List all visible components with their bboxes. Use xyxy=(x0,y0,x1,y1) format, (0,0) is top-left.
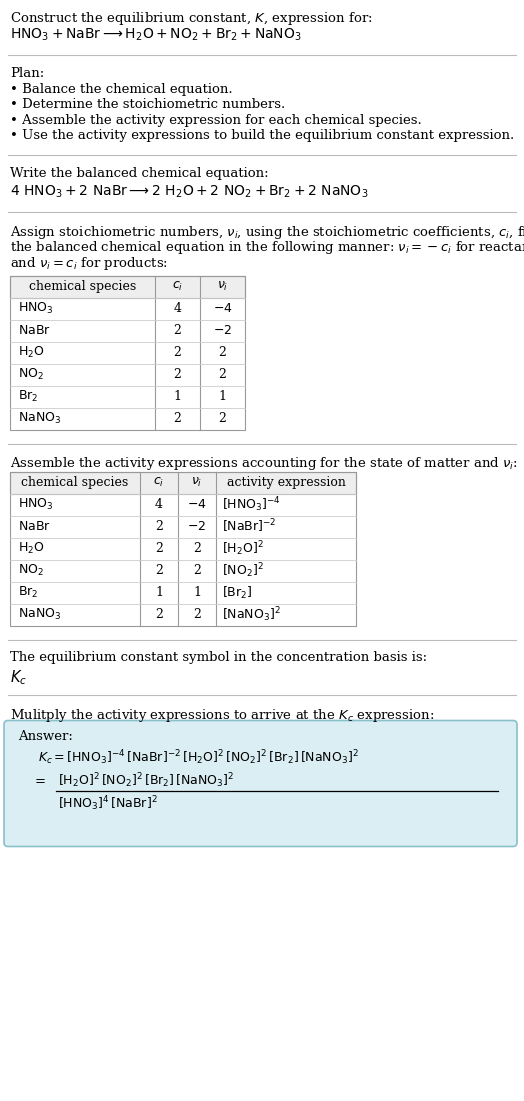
Text: $[\mathrm{NaBr}]^{-2}$: $[\mathrm{NaBr}]^{-2}$ xyxy=(222,517,277,535)
Text: $\mathrm{NaBr}$: $\mathrm{NaBr}$ xyxy=(18,520,51,533)
Text: $-2$: $-2$ xyxy=(213,324,232,337)
Bar xyxy=(10,471,356,625)
Text: $-2$: $-2$ xyxy=(188,520,206,533)
Text: the balanced chemical equation in the following manner: $\nu_i = -c_i$ for react: the balanced chemical equation in the fo… xyxy=(10,240,524,257)
Text: $\mathrm{HNO_3 + NaBr \longrightarrow H_2O + NO_2 + Br_2 + NaNO_3}$: $\mathrm{HNO_3 + NaBr \longrightarrow H_… xyxy=(10,28,302,43)
Text: Plan:: Plan: xyxy=(10,67,44,80)
Text: 4: 4 xyxy=(173,302,181,315)
Text: The equilibrium constant symbol in the concentration basis is:: The equilibrium constant symbol in the c… xyxy=(10,652,427,665)
Text: $c_i$: $c_i$ xyxy=(172,280,183,293)
Text: 2: 2 xyxy=(173,324,181,337)
Text: $[\mathrm{H_2O}]^{2}$: $[\mathrm{H_2O}]^{2}$ xyxy=(222,539,264,558)
Text: $-4$: $-4$ xyxy=(187,498,207,511)
Text: • Use the activity expressions to build the equilibrium constant expression.: • Use the activity expressions to build … xyxy=(10,130,514,142)
Text: activity expression: activity expression xyxy=(226,476,345,489)
Text: 1: 1 xyxy=(219,390,226,403)
Text: $\nu_i$: $\nu_i$ xyxy=(217,280,228,293)
Text: $\mathrm{H_2O}$: $\mathrm{H_2O}$ xyxy=(18,345,45,360)
Text: chemical species: chemical species xyxy=(29,280,136,293)
Text: $=$: $=$ xyxy=(32,773,46,786)
Text: $[\mathrm{H_2O}]^{2}\,[\mathrm{NO_2}]^{2}\,[\mathrm{Br_2}]\,[\mathrm{NaNO_3}]^{2: $[\mathrm{H_2O}]^{2}\,[\mathrm{NO_2}]^{2… xyxy=(58,772,234,791)
Text: $\mathrm{H_2O}$: $\mathrm{H_2O}$ xyxy=(18,541,45,556)
Text: Answer:: Answer: xyxy=(18,730,73,743)
Text: 1: 1 xyxy=(173,390,181,403)
Bar xyxy=(10,471,356,493)
Text: 1: 1 xyxy=(193,586,201,599)
Text: $[\mathrm{NO_2}]^{2}$: $[\mathrm{NO_2}]^{2}$ xyxy=(222,562,264,580)
Text: • Determine the stoichiometric numbers.: • Determine the stoichiometric numbers. xyxy=(10,98,285,111)
Text: $-4$: $-4$ xyxy=(213,302,232,315)
Text: 2: 2 xyxy=(155,608,163,621)
Text: 2: 2 xyxy=(155,542,163,555)
Text: 2: 2 xyxy=(155,520,163,533)
Text: $\mathrm{HNO_3}$: $\mathrm{HNO_3}$ xyxy=(18,301,53,316)
Text: • Balance the chemical equation.: • Balance the chemical equation. xyxy=(10,83,233,96)
Text: $K_c$: $K_c$ xyxy=(10,668,27,687)
Bar xyxy=(10,275,245,297)
Text: 4: 4 xyxy=(155,498,163,511)
Text: Write the balanced chemical equation:: Write the balanced chemical equation: xyxy=(10,167,269,179)
Bar xyxy=(10,471,356,493)
Text: $\mathrm{NaBr}$: $\mathrm{NaBr}$ xyxy=(18,324,51,337)
Text: $c_i$: $c_i$ xyxy=(154,476,165,489)
Text: $\mathrm{NaNO_3}$: $\mathrm{NaNO_3}$ xyxy=(18,607,61,622)
Text: $\nu_i$: $\nu_i$ xyxy=(191,476,203,489)
Text: $[\mathrm{HNO_3}]^{-4}$: $[\mathrm{HNO_3}]^{-4}$ xyxy=(222,495,281,514)
Text: 2: 2 xyxy=(173,346,181,359)
Text: Assemble the activity expressions accounting for the state of matter and $\nu_i$: Assemble the activity expressions accoun… xyxy=(10,456,518,472)
Text: 1: 1 xyxy=(155,586,163,599)
Text: 2: 2 xyxy=(173,368,181,381)
Text: and $\nu_i = c_i$ for products:: and $\nu_i = c_i$ for products: xyxy=(10,255,168,272)
Text: $[\mathrm{NaNO_3}]^{2}$: $[\mathrm{NaNO_3}]^{2}$ xyxy=(222,606,281,624)
Text: $\mathrm{NO_2}$: $\mathrm{NO_2}$ xyxy=(18,367,44,382)
Text: 2: 2 xyxy=(219,412,226,425)
Text: Assign stoichiometric numbers, $\nu_i$, using the stoichiometric coefficients, $: Assign stoichiometric numbers, $\nu_i$, … xyxy=(10,224,524,241)
Text: $K_c = [\mathrm{HNO_3}]^{-4}\,[\mathrm{NaBr}]^{-2}\,[\mathrm{H_2O}]^{2}\,[\mathr: $K_c = [\mathrm{HNO_3}]^{-4}\,[\mathrm{N… xyxy=(38,749,359,767)
Text: $\mathrm{Br_2}$: $\mathrm{Br_2}$ xyxy=(18,585,38,600)
Text: $\mathrm{NaNO_3}$: $\mathrm{NaNO_3}$ xyxy=(18,411,61,426)
Text: $\mathrm{Br_2}$: $\mathrm{Br_2}$ xyxy=(18,389,38,404)
Text: $\mathrm{HNO_3}$: $\mathrm{HNO_3}$ xyxy=(18,497,53,512)
Text: 2: 2 xyxy=(173,412,181,425)
Text: $[\mathrm{HNO_3}]^{4}\,[\mathrm{NaBr}]^{2}$: $[\mathrm{HNO_3}]^{4}\,[\mathrm{NaBr}]^{… xyxy=(58,795,158,814)
Text: 2: 2 xyxy=(193,564,201,577)
Text: $[\mathrm{Br_2}]$: $[\mathrm{Br_2}]$ xyxy=(222,585,253,600)
Text: Construct the equilibrium constant, $K$, expression for:: Construct the equilibrium constant, $K$,… xyxy=(10,10,373,28)
Text: $\mathrm{4\ HNO_3 + 2\ NaBr \longrightarrow 2\ H_2O + 2\ NO_2 + Br_2 + 2\ NaNO_3: $\mathrm{4\ HNO_3 + 2\ NaBr \longrightar… xyxy=(10,184,368,200)
Text: chemical species: chemical species xyxy=(21,476,128,489)
Text: Mulitply the activity expressions to arrive at the $K_c$ expression:: Mulitply the activity expressions to arr… xyxy=(10,707,434,723)
FancyBboxPatch shape xyxy=(4,720,517,847)
Text: • Assemble the activity expression for each chemical species.: • Assemble the activity expression for e… xyxy=(10,115,422,127)
Text: 2: 2 xyxy=(219,346,226,359)
Text: $\mathrm{NO_2}$: $\mathrm{NO_2}$ xyxy=(18,563,44,578)
Text: 2: 2 xyxy=(219,368,226,381)
Text: 2: 2 xyxy=(193,608,201,621)
Bar xyxy=(10,275,245,297)
Text: 2: 2 xyxy=(193,542,201,555)
Bar xyxy=(10,275,245,429)
Text: 2: 2 xyxy=(155,564,163,577)
